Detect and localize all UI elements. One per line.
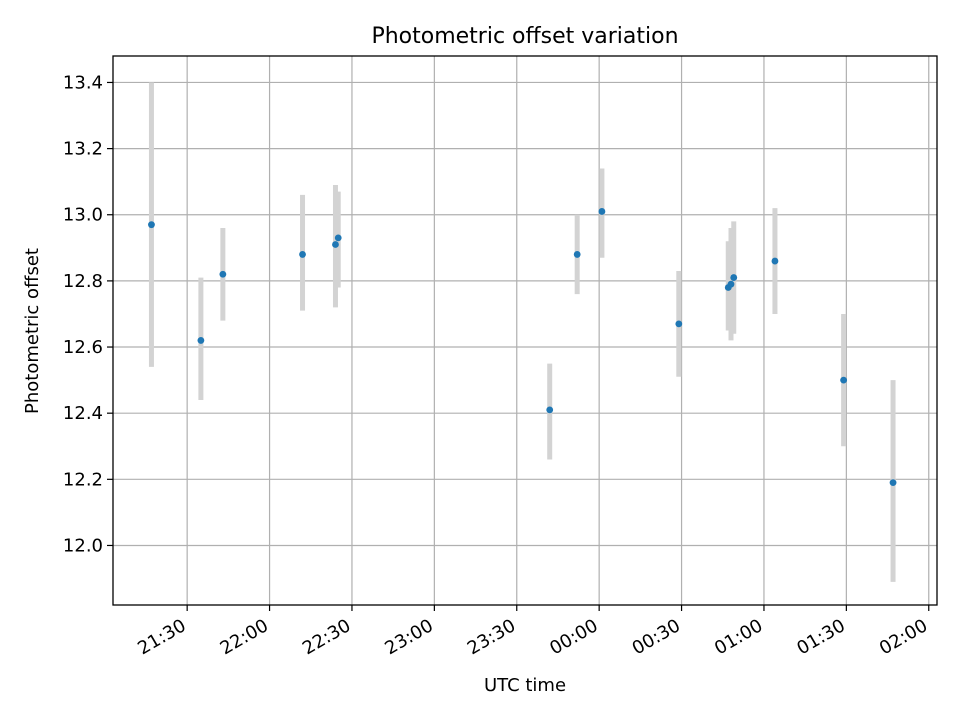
y-tick-label: 13.0: [63, 205, 103, 226]
data-point: [332, 241, 339, 248]
data-point: [546, 406, 554, 414]
x-tick-label: 01:30: [793, 615, 848, 659]
x-tick-label: 23:00: [381, 615, 436, 659]
data-point: [771, 257, 779, 265]
x-tick-label: 22:30: [299, 615, 354, 659]
y-tick-label: 12.4: [63, 403, 103, 424]
error-bars: [148, 82, 896, 582]
y-tick-label: 13.4: [63, 72, 103, 93]
x-tick-label: 22:00: [217, 615, 272, 659]
y-tick-label: 12.2: [63, 469, 103, 490]
data-point: [573, 251, 581, 258]
data-point: [598, 208, 606, 215]
plot-frame: [112, 55, 938, 606]
y-axis-ticks: 12.0 12.2 12.4 12.6 12.8 13.0 13.2 13.4: [63, 72, 113, 556]
y-tick-label: 12.0: [63, 535, 103, 556]
data-point: [889, 479, 897, 487]
data-point: [148, 221, 155, 229]
y-tick-label: 12.8: [63, 271, 103, 292]
data-point: [730, 274, 738, 281]
data-point: [675, 320, 683, 328]
y-axis-label: Photometric offset: [22, 248, 43, 414]
y-tick-label: 13.2: [63, 139, 103, 160]
data-point: [197, 337, 205, 344]
x-tick-label: 01:00: [711, 615, 766, 659]
data-point: [727, 280, 735, 288]
x-axis-label: UTC time: [484, 675, 566, 696]
x-tick-label: 02:00: [876, 615, 931, 659]
data-point: [219, 270, 227, 278]
x-tick-label: 21:30: [134, 615, 189, 659]
data-point: [840, 376, 848, 384]
x-tick-label: 00:00: [546, 615, 601, 659]
grid-layer: [113, 56, 937, 605]
x-tick-label: 00:30: [629, 615, 684, 659]
data-points: [148, 208, 897, 487]
data-point: [334, 234, 342, 242]
chart-title: Photometric offset variation: [371, 24, 678, 49]
data-point: [299, 251, 306, 258]
x-axis-ticks: 21:30 22:00 22:30 23:00 23:30 00:00 00:30 01:00…: [134, 605, 931, 659]
y-tick-label: 12.6: [63, 337, 103, 358]
x-tick-label: 23:30: [464, 615, 519, 659]
